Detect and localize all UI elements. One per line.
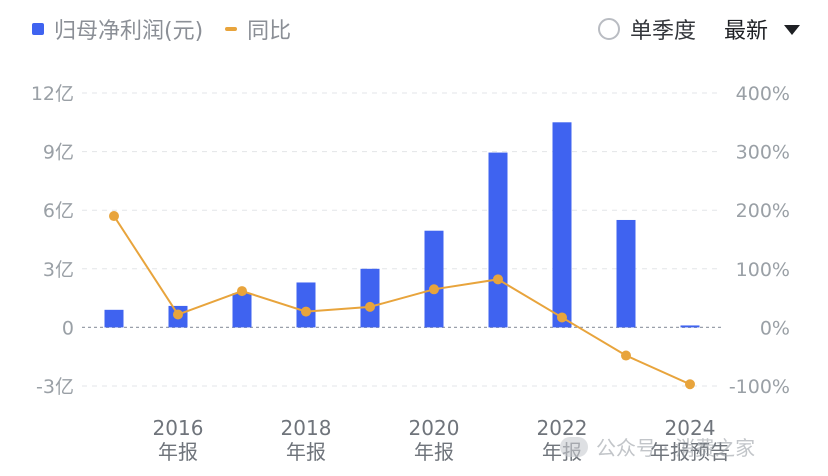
- x-tick-year: 2020: [409, 416, 460, 440]
- bar: [296, 282, 316, 328]
- yoy-point: [109, 211, 119, 222]
- legend-item-yoy[interactable]: 同比: [225, 13, 291, 45]
- yoy-point: [621, 350, 631, 361]
- x-tick-suffix: 年报: [286, 440, 326, 464]
- period-select[interactable]: 最新: [723, 19, 768, 44]
- right-tick-label: -100%: [729, 376, 790, 398]
- legend-item-profit[interactable]: 归母净利润(元): [32, 13, 203, 45]
- left-tick-label: 6亿: [43, 200, 74, 222]
- legend-label-yoy: 同比: [247, 19, 292, 44]
- bar: [104, 309, 124, 328]
- x-tick-year: 2024: [665, 416, 716, 440]
- quarterly-radio[interactable]: [597, 18, 620, 40]
- left-tick-label: 0: [62, 317, 74, 339]
- right-tick-label: 0%: [760, 317, 790, 339]
- yoy-point: [365, 301, 375, 312]
- line-swatch-icon: [225, 27, 238, 31]
- bar: [360, 268, 380, 328]
- yoy-point: [237, 286, 247, 297]
- wechat-icon: [560, 436, 588, 457]
- yoy-point: [493, 274, 503, 285]
- yoy-point: [429, 284, 439, 295]
- left-tick-label: 9亿: [43, 142, 74, 164]
- left-tick-label: 12亿: [31, 83, 74, 105]
- yoy-point: [301, 306, 311, 317]
- yoy-point: [557, 312, 567, 323]
- right-tick-label: 100%: [736, 259, 790, 281]
- bar-swatch-icon: [32, 23, 44, 35]
- legend-label-profit: 归母净利润(元): [54, 19, 204, 44]
- x-tick-suffix: 年报: [158, 440, 198, 464]
- bar: [680, 325, 700, 328]
- bar: [488, 152, 508, 328]
- right-tick-label: 400%: [736, 83, 790, 105]
- bar: [232, 293, 252, 328]
- right-tick-label: 300%: [736, 142, 790, 164]
- left-tick-label: -3亿: [36, 376, 74, 398]
- left-tick-label: 3亿: [43, 259, 74, 281]
- chart-legend: 归母净利润(元) 同比: [32, 12, 313, 46]
- bar: [424, 230, 444, 328]
- x-tick-year: 2016: [153, 416, 204, 440]
- x-tick-suffix: 年报预告: [650, 440, 730, 464]
- x-tick-year: 2018: [281, 416, 332, 440]
- yoy-point: [685, 379, 695, 390]
- right-tick-label: 200%: [736, 200, 790, 222]
- bar: [552, 122, 572, 328]
- watermark: 公众号 · 消费之家: [560, 432, 755, 461]
- x-tick-year: 2022: [537, 416, 588, 440]
- yoy-line: [113, 215, 691, 386]
- yoy-point: [173, 309, 183, 320]
- x-tick-suffix: 年报: [414, 440, 454, 464]
- bar: [616, 219, 636, 328]
- watermark-text: 公众号 · 消费之家: [596, 436, 756, 460]
- quarterly-radio-label[interactable]: 单季度: [629, 19, 696, 44]
- chevron-down-icon[interactable]: [784, 25, 800, 35]
- chart-controls: 单季度 最新: [597, 12, 800, 46]
